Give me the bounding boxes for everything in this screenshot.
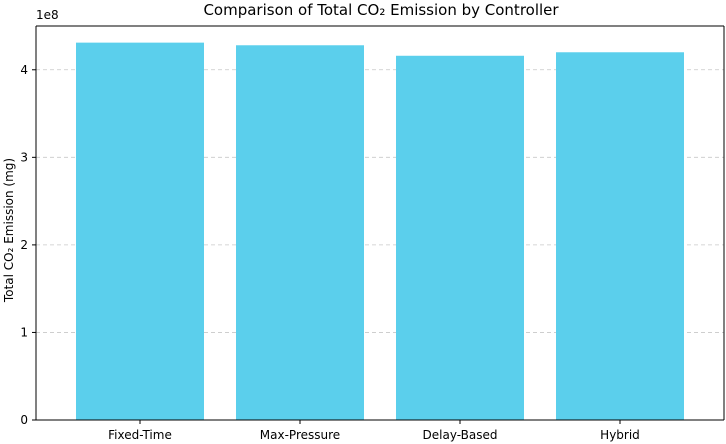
bar	[396, 55, 524, 420]
y-tick-label: 1	[20, 325, 28, 339]
y-axis-label: Total CO₂ Emission (mg)	[2, 158, 16, 303]
x-tick-label: Max-Pressure	[260, 428, 340, 442]
y-axis-offset-label: 1e8	[36, 8, 59, 22]
chart-title: Comparison of Total CO₂ Emission by Cont…	[203, 1, 559, 19]
x-tick-label: Hybrid	[600, 428, 640, 442]
bar	[556, 52, 684, 421]
x-tick-label: Delay-Based	[423, 428, 498, 442]
bar	[236, 45, 364, 421]
x-tick-label: Fixed-Time	[108, 428, 172, 442]
bars-layer	[76, 42, 684, 421]
y-tick-label: 2	[20, 238, 28, 252]
y-tick-label: 4	[20, 63, 28, 77]
axes-layer	[35, 25, 725, 421]
y-tick-label: 3	[20, 150, 28, 164]
ticks-layer: 0 1 2 3 4 Fixed-Time Max-Pressure Delay-Based Hy…	[20, 63, 639, 442]
bar	[76, 42, 204, 420]
y-tick-label: 0	[20, 413, 28, 427]
